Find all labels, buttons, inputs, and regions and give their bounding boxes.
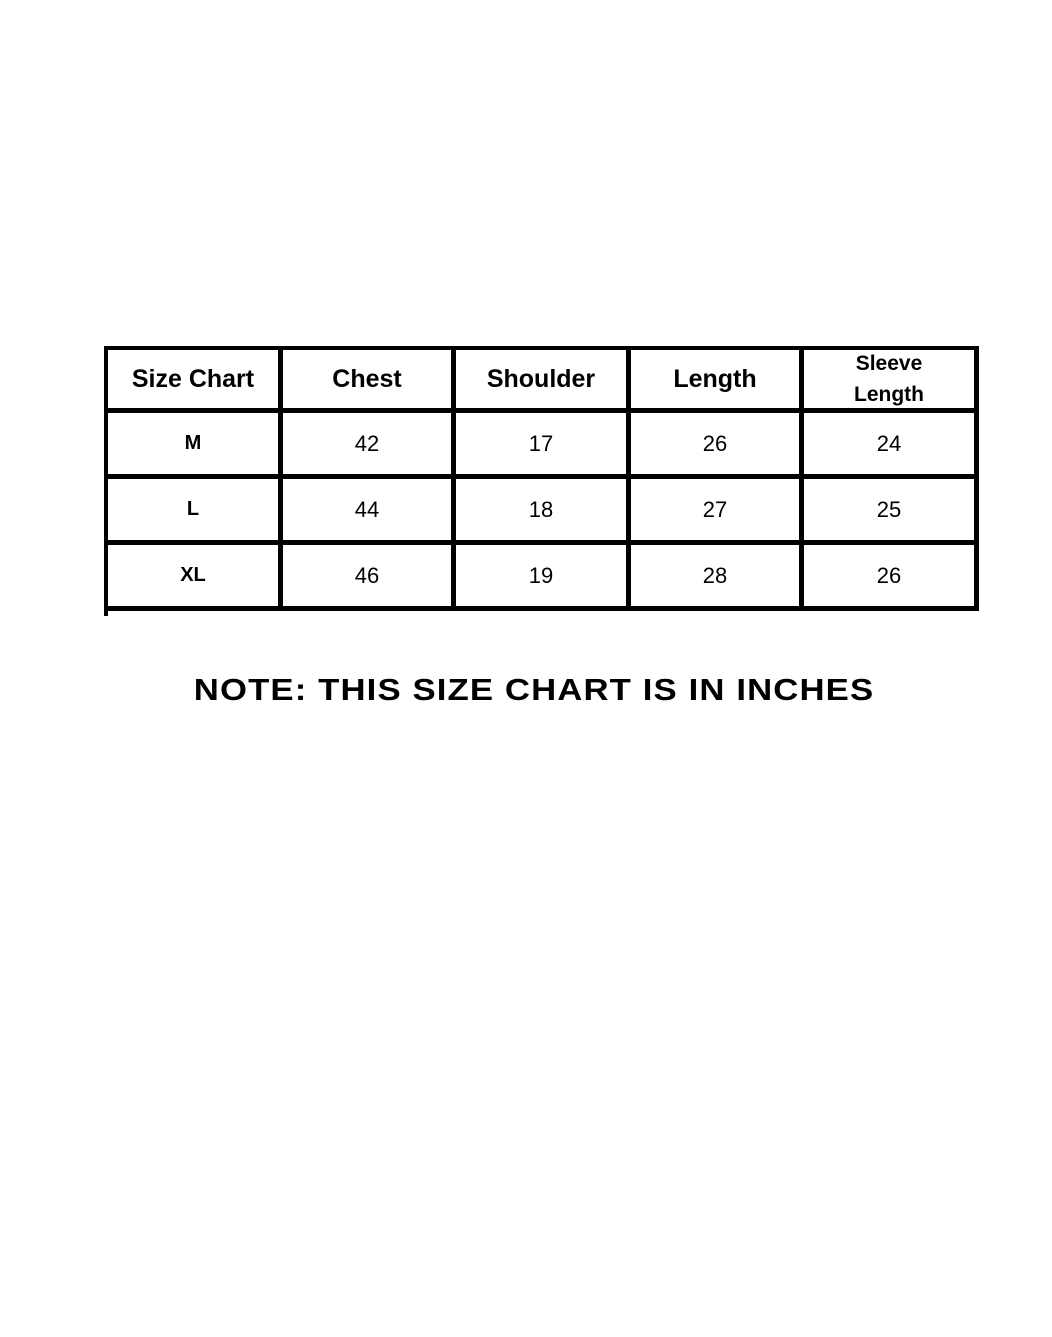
header-size-chart: Size Chart — [108, 346, 283, 413]
table-cell: 24 — [804, 413, 979, 479]
size-chart-table: Size Chart Chest Shoulder Length Sleeve … — [104, 346, 984, 616]
table-cell: 46 — [283, 545, 456, 611]
table-cell: 25 — [804, 479, 979, 545]
table-cell: 27 — [631, 479, 804, 545]
header-shoulder: Shoulder — [456, 346, 631, 413]
header-chest: Chest — [283, 346, 456, 413]
table-cell: 19 — [456, 545, 631, 611]
row-size-label: M — [108, 413, 283, 479]
header-sleeve-length: Sleeve Length — [804, 346, 979, 413]
header-length: Length — [631, 346, 804, 413]
header-sleeve-line2: Length — [854, 383, 924, 406]
row-size-label: L — [108, 479, 283, 545]
header-sleeve-line1: Sleeve — [855, 352, 923, 375]
table-cell: 17 — [456, 413, 631, 479]
table-cell: 44 — [283, 479, 456, 545]
table-cell: 26 — [804, 545, 979, 611]
table-cell: 18 — [456, 479, 631, 545]
row-size-label: XL — [108, 545, 283, 611]
table-cell: 42 — [283, 413, 456, 479]
table-cell: 26 — [631, 413, 804, 479]
units-note: NOTE: THIS SIZE CHART IS IN INCHES — [193, 672, 875, 707]
table-cell: 28 — [631, 545, 804, 611]
